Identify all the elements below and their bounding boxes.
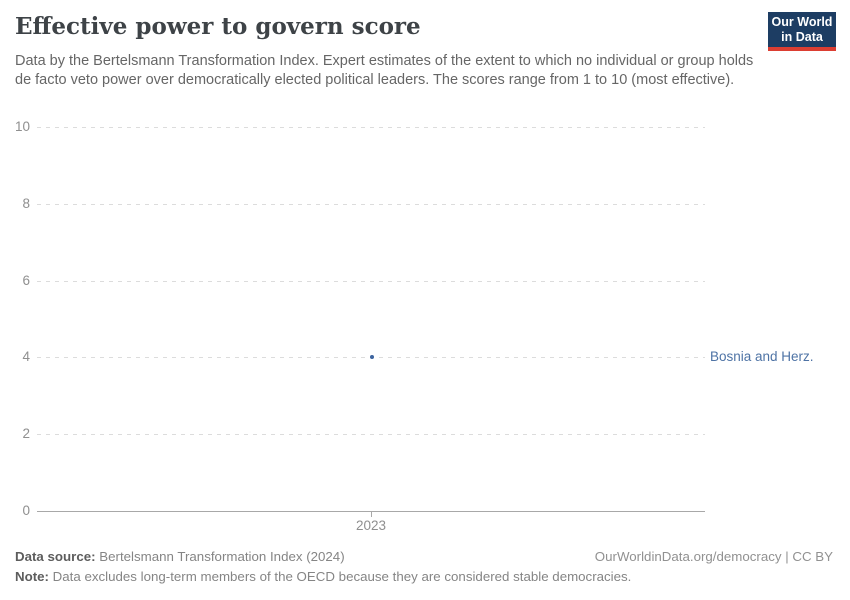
source-label: Data source:: [15, 549, 96, 564]
owid-logo-line2: in Data: [781, 30, 823, 44]
entity-label[interactable]: Bosnia and Herz.: [710, 349, 814, 365]
y-axis-tick-label: 10: [14, 119, 30, 135]
note-label: Note:: [15, 569, 49, 584]
gridline: [37, 434, 705, 436]
gridline: [37, 203, 705, 205]
owid-logo[interactable]: Our World in Data: [768, 12, 836, 51]
gridline: [37, 127, 705, 128]
y-axis-tick-label: 6: [22, 272, 30, 288]
footer-source-line: Data source: Bertelsmann Transformation …: [15, 549, 345, 564]
source-value: Bertelsmann Transformation Index (2024): [95, 549, 345, 564]
chart-subtitle: Data by the Bertelsmann Transformation I…: [15, 53, 754, 88]
footer-rights-link[interactable]: OurWorldinData.org/democracy | CC BY: [594, 549, 833, 564]
page-title: Effective power to govern score: [15, 13, 421, 40]
x-axis-tick: [371, 512, 372, 517]
x-axis-tick-label: 2023: [355, 518, 387, 533]
y-axis-tick-label: 2: [22, 426, 30, 442]
y-axis-tick-label: 8: [22, 195, 30, 211]
note-value: Data excludes long-term members of the O…: [48, 569, 632, 584]
gridline: [37, 280, 705, 282]
y-axis-tick-label: 4: [22, 349, 30, 365]
owid-logo-line1: Our World: [771, 15, 833, 29]
x-axis-line: [37, 511, 705, 512]
footer-note-line: Note: Data excludes long-term members of…: [15, 569, 631, 584]
data-point[interactable]: [369, 355, 374, 360]
y-axis-tick-label: 0: [22, 503, 30, 519]
